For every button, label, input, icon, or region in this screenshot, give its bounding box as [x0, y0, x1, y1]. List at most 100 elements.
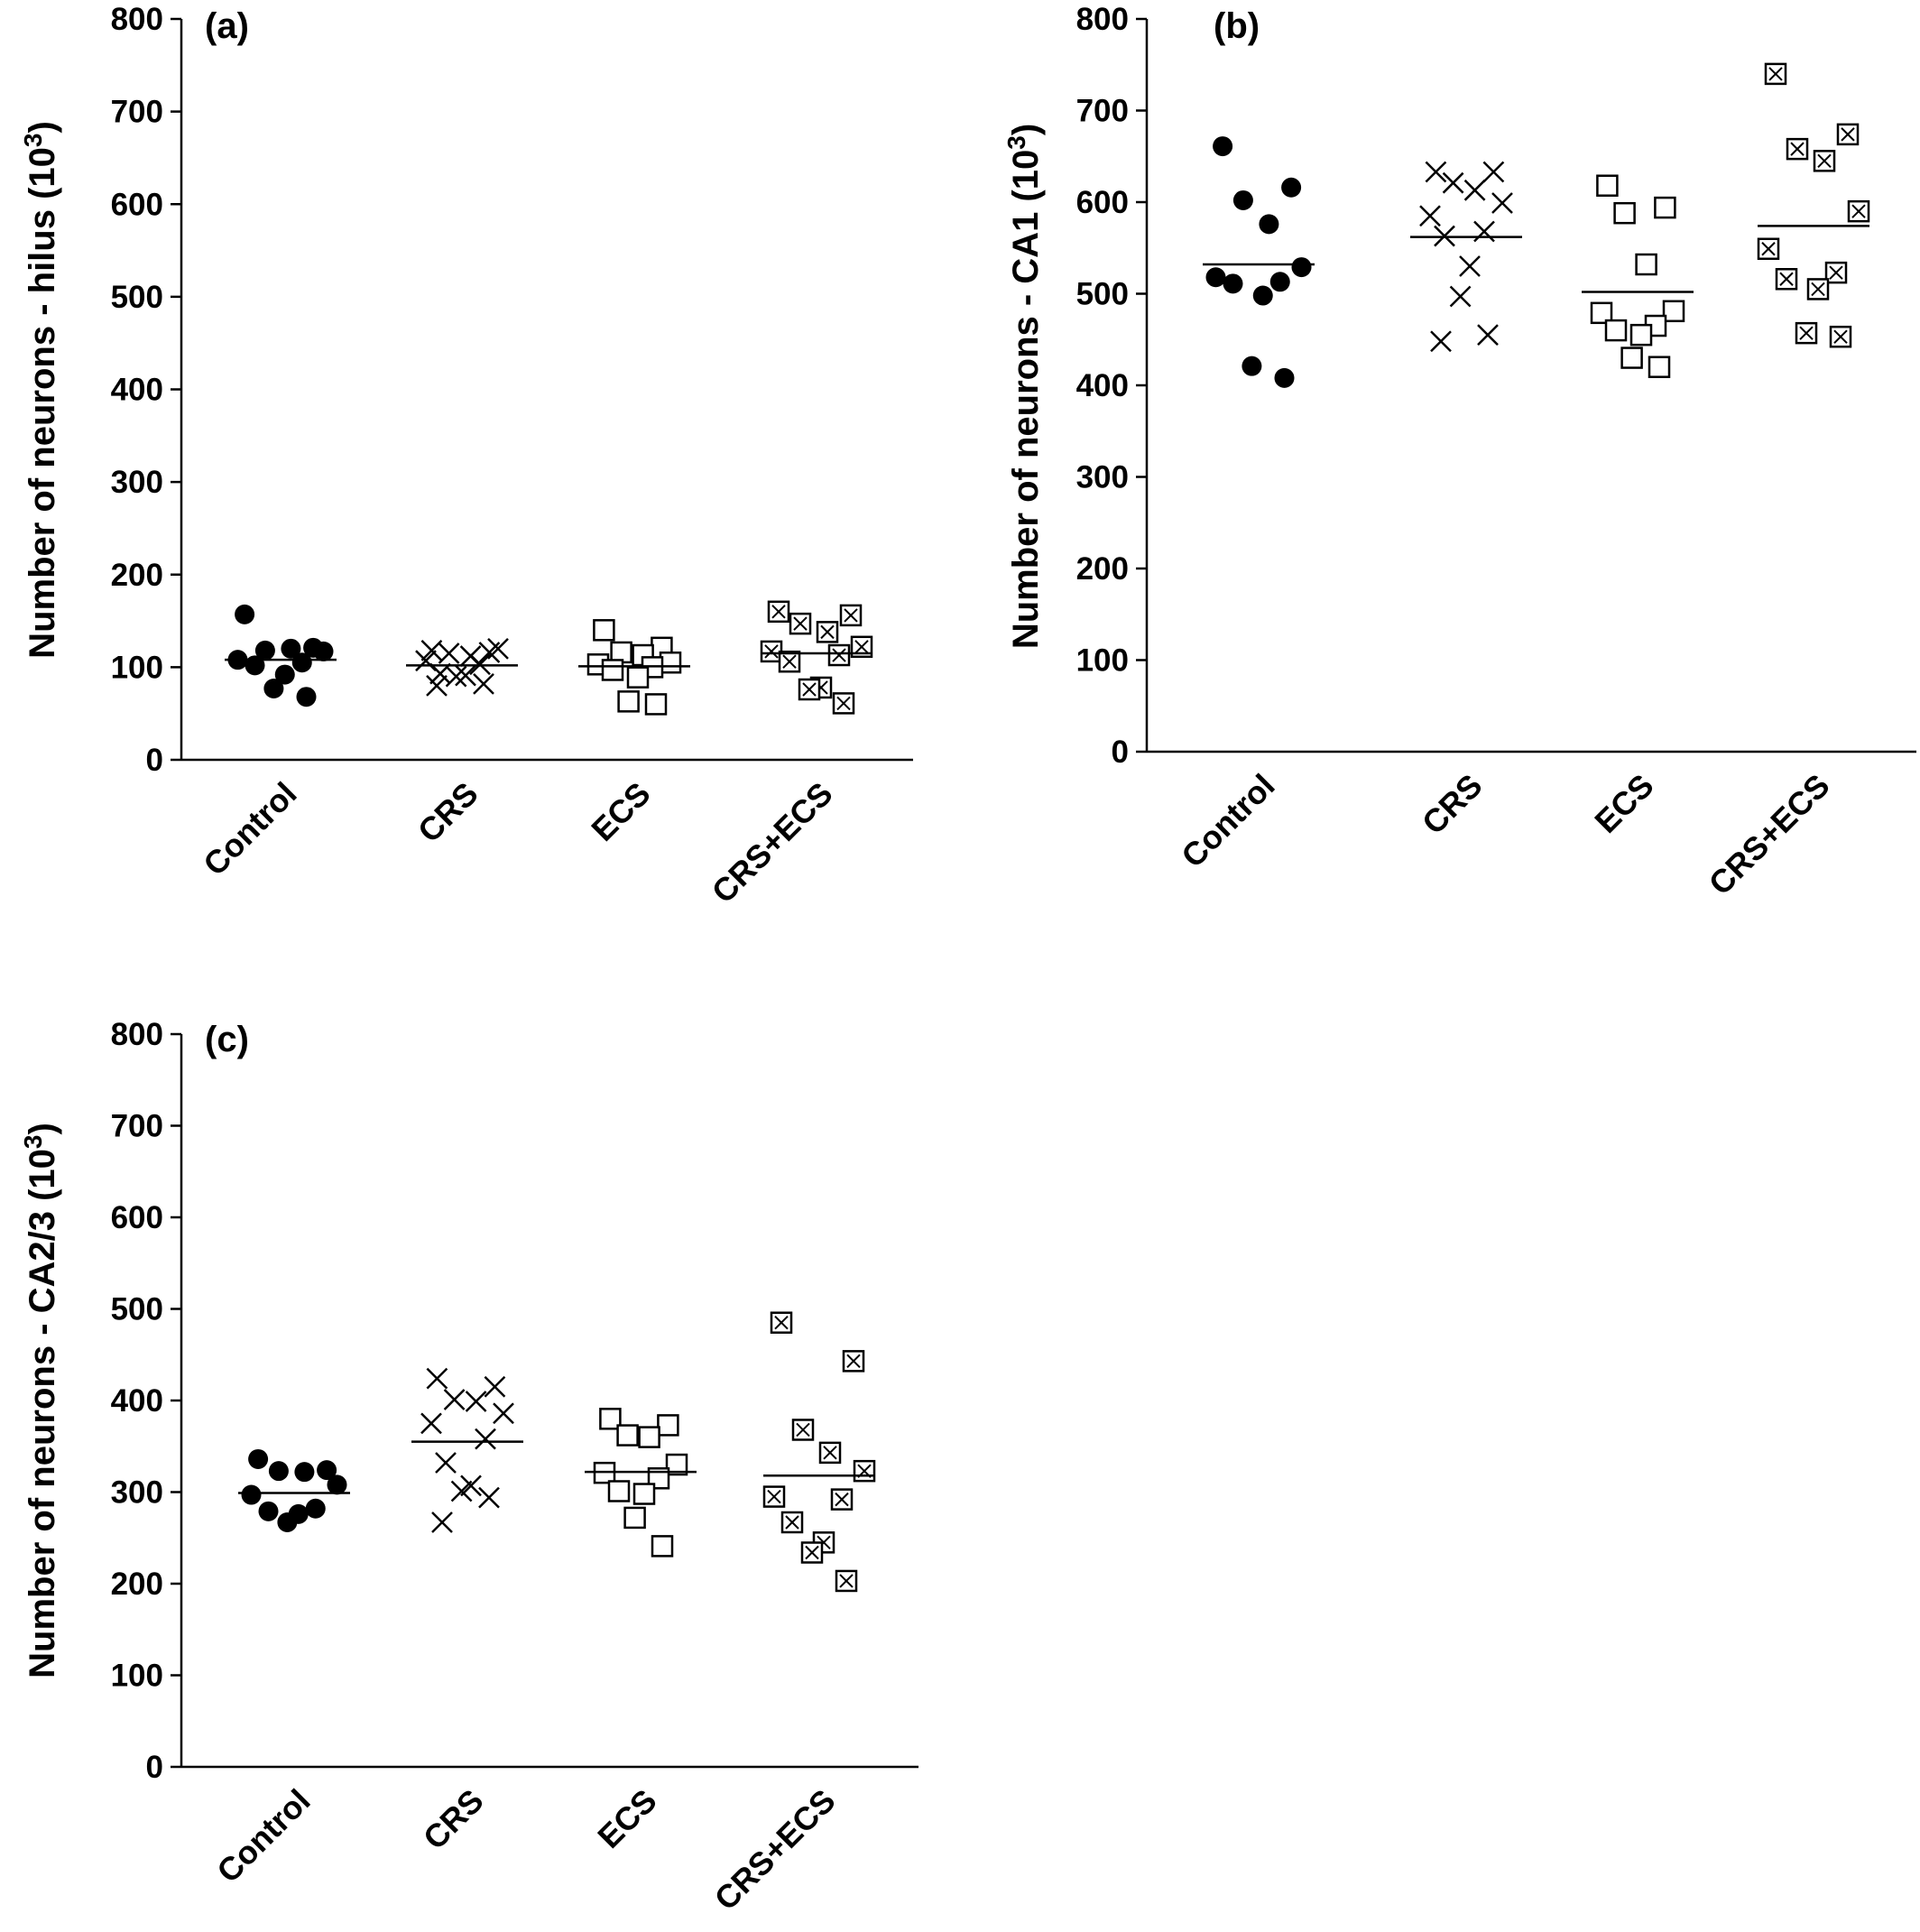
panel-a-point-crs-ecs: [767, 600, 790, 624]
panel-b-point-ecs: [1620, 347, 1643, 369]
panel-a-point-control: [274, 664, 295, 685]
panel-a-label: (a): [205, 6, 249, 46]
panel-b-y-tick-label: 500: [1076, 277, 1129, 312]
panel-c-point-crs: [431, 1511, 453, 1533]
panel-c-y-tick-label: 200: [111, 1567, 163, 1602]
panel-c-point-crs-ecs: [800, 1541, 824, 1564]
panel-c-point-control: [248, 1448, 269, 1469]
panel-b-point-control: [1223, 273, 1243, 294]
panel-b-point-crs-ecs: [1775, 268, 1798, 291]
panel-a-y-tick-label: 0: [146, 743, 163, 778]
panel-a-point-ecs: [659, 651, 682, 674]
panel-b-point-ecs: [1604, 319, 1628, 342]
panel-b-y-axis-title-close: ): [1006, 124, 1046, 135]
panel-b-point-crs: [1482, 161, 1505, 183]
panel-b-point-crs-ecs: [1813, 150, 1836, 172]
panel-a-y-tick-label: 500: [111, 280, 163, 315]
panel-b-label: (b): [1214, 6, 1260, 46]
panel-b-point-crs: [1491, 192, 1513, 214]
panel-b-point-control: [1232, 190, 1253, 210]
panel-b-point-control: [1291, 257, 1312, 278]
panel-b-y-tick-label: 300: [1076, 460, 1129, 495]
panel-a-point-control: [254, 640, 275, 661]
panel-a-point-ecs: [601, 659, 624, 681]
panel-b-x-tick-label: CRS: [1415, 767, 1490, 842]
panel-b-point-ecs: [1629, 323, 1653, 347]
panel-a-point-crs: [473, 672, 494, 695]
panel-b-point-crs: [1425, 161, 1447, 183]
panel-a-point-crs-ecs: [778, 650, 801, 673]
panel-a-point-control: [281, 638, 301, 659]
panel-c-y-tick-label: 600: [111, 1200, 163, 1235]
panel-a-point-crs: [487, 637, 509, 660]
panel-b-point-control: [1213, 136, 1233, 157]
panel-a-point-crs: [455, 664, 476, 687]
panel-c-point-crs-ecs: [791, 1419, 815, 1441]
panel-a-y-tick-label: 400: [111, 373, 163, 408]
panel-b-point-crs: [1473, 220, 1495, 243]
panel-b-point-crs: [1459, 255, 1481, 277]
panel-a-point-crs-ecs: [832, 692, 855, 715]
panel-b-y-tick-label: 600: [1076, 185, 1129, 220]
panel-a-x-tick-label: ECS: [584, 775, 657, 848]
panel-c-point-ecs: [665, 1453, 688, 1476]
panel-b-point-crs-ecs: [1824, 261, 1848, 284]
panel-c-y-axis-title-close: ): [23, 1123, 62, 1134]
panel-c-x-tick-label: Control: [209, 1782, 317, 1890]
panel-b-y-axis-title-sup: 3: [1002, 135, 1030, 150]
panel-b-y-tick-label: 700: [1076, 94, 1129, 129]
panel-a-point-crs-ecs: [760, 640, 783, 663]
panel-a-point-crs-ecs: [789, 612, 812, 635]
panel-a-y-tick-label: 300: [111, 465, 163, 500]
panel-b-point-ecs: [1596, 174, 1619, 197]
panel-c-point-crs: [460, 1474, 482, 1497]
panel-c-y-axis-title-main: Number of neurons - CA2/3 (10: [23, 1149, 62, 1678]
panel-c-y-axis-title-sup: 3: [19, 1134, 47, 1149]
panel-b-point-crs-ecs: [1829, 325, 1852, 348]
panel-c-point-crs: [435, 1452, 457, 1474]
panel-c-point-ecs: [657, 1414, 679, 1437]
panel-b-y-tick-label: 400: [1076, 368, 1129, 403]
panel-c-point-control: [277, 1511, 298, 1532]
panel-c: 0 100 200 300 400 500 600 700 800 Number of neuro…: [19, 1017, 918, 1918]
panel-a-y-axis-title-sup: 3: [19, 134, 47, 148]
panel-c-point-crs: [420, 1412, 442, 1435]
panel-a-y-tick-label: 800: [111, 2, 163, 37]
panel-a-point-control: [235, 604, 255, 624]
panel-c-x-tick-label: CRS+ECS: [707, 1782, 843, 1918]
panel-b-point-control: [1269, 272, 1290, 292]
panel-b-point-ecs: [1662, 300, 1685, 323]
panel-a: 0 100 200 300 400 500 600 700 800 Number of neuro…: [19, 2, 913, 911]
panel-b-point-crs-ecs: [1806, 278, 1830, 300]
panel-c-y-tick-label: 700: [111, 1109, 163, 1144]
panel-a-point-ecs: [593, 619, 615, 642]
panel-a-y-axis-title: Number of neurons - hilus (103): [19, 121, 62, 659]
panel-c-label: (c): [205, 1020, 249, 1059]
panel-a-y-axis-title-close: ): [23, 121, 62, 133]
panel-b-point-crs-ecs: [1764, 62, 1787, 86]
panel-a-point-ecs: [626, 666, 650, 689]
panel-c-y-tick-label: 0: [146, 1750, 163, 1785]
panel-b-point-crs: [1442, 171, 1464, 194]
panel-c-point-crs-ecs: [842, 1350, 865, 1373]
panel-c-point-crs: [426, 1367, 448, 1390]
panel-c-point-crs: [450, 1480, 473, 1502]
panel-c-point-ecs: [623, 1506, 646, 1530]
panel-a-point-crs-ecs: [850, 635, 873, 659]
panel-c-point-crs-ecs: [830, 1488, 854, 1511]
panel-c-point-control: [305, 1498, 326, 1519]
panel-b-point-crs-ecs: [1795, 321, 1818, 345]
panel-b-point-ecs: [1635, 253, 1657, 276]
panel-b-point-control: [1252, 285, 1273, 306]
panel-b-point-crs-ecs: [1757, 237, 1780, 261]
panel-c-point-crs-ecs: [818, 1441, 842, 1465]
panel-c-y-tick-label: 800: [111, 1017, 163, 1052]
panel-c-point-crs: [484, 1375, 506, 1398]
panel-a-point-control: [245, 655, 265, 676]
panel-c-point-crs-ecs: [780, 1511, 804, 1534]
panel-c-point-crs-ecs: [853, 1459, 876, 1483]
panel-b-point-crs: [1463, 179, 1486, 201]
panel-b-y-tick-label: 0: [1112, 735, 1129, 770]
panel-a-point-crs-ecs: [816, 621, 839, 643]
panel-c-point-crs: [475, 1428, 496, 1450]
